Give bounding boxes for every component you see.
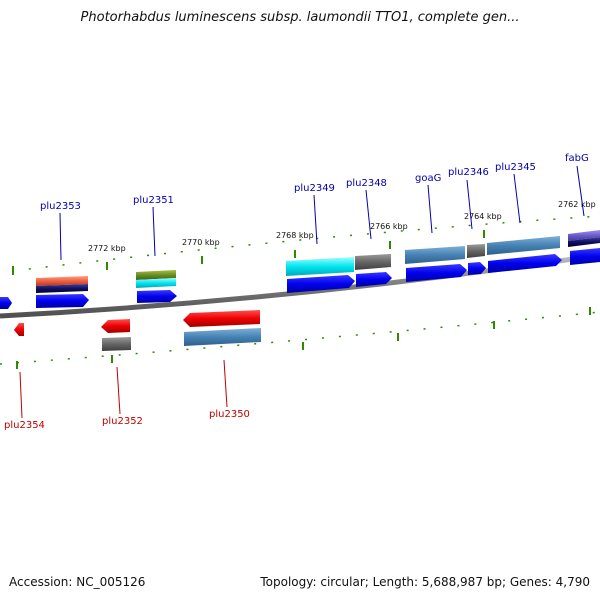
gene-label-plu2345[interactable]: plu2345 <box>495 162 536 173</box>
scale-label-2764: 2764 kbp <box>464 212 502 221</box>
cds-arrow-reverse <box>101 319 130 333</box>
cds-arrow-reverse <box>183 310 260 327</box>
accession-label: Accession: NC_005126 <box>9 575 146 589</box>
cds-arrow-forward <box>287 275 355 293</box>
gene-label-plu2350[interactable]: plu2350 <box>209 409 250 420</box>
gene-label-plu2352[interactable]: plu2352 <box>102 416 143 427</box>
leader-line <box>152 206 156 257</box>
leader-line <box>116 366 121 415</box>
leader-line <box>365 189 372 240</box>
inner-tick-track <box>0 311 600 365</box>
leader-line <box>513 173 521 224</box>
feature-bar <box>568 237 600 247</box>
gene-label-plu2354[interactable]: plu2354 <box>4 420 45 431</box>
cds-arrow-forward <box>36 294 89 308</box>
feature-bar <box>136 278 176 288</box>
cds-arrow-forward <box>570 248 600 265</box>
gene-label-plu2349[interactable]: plu2349 <box>294 183 335 194</box>
feature-bar <box>184 328 261 346</box>
cds-arrow-forward <box>356 272 392 287</box>
cds-arrow-forward <box>137 290 177 303</box>
leader-line <box>59 212 62 261</box>
feature-bar <box>102 337 131 351</box>
leader-line <box>223 359 228 408</box>
gene-label-goaG[interactable]: goaG <box>415 173 441 184</box>
gene-label-fabG[interactable]: fabG <box>565 153 589 164</box>
leader-line <box>313 194 318 245</box>
scale-label-2770: 2770 kbp <box>182 238 220 247</box>
feature-bar <box>467 244 485 258</box>
gene-label-plu2353[interactable]: plu2353 <box>40 201 81 212</box>
feature-bar <box>405 246 465 264</box>
scale-label-2762: 2762 kbp <box>558 200 596 209</box>
feature-bar <box>568 230 600 241</box>
feature-bar <box>36 276 88 286</box>
cds-arrow-forward <box>406 264 467 282</box>
feature-bar <box>286 257 354 276</box>
feature-bar <box>36 284 88 293</box>
map-title: Photorhabdus luminescens subsp. laumondi… <box>80 10 520 25</box>
scale-label-2768: 2768 kbp <box>276 231 314 240</box>
feature-bar <box>136 270 176 280</box>
gene-label-plu2346[interactable]: plu2346 <box>448 167 489 178</box>
feature-bar <box>487 236 560 255</box>
scale-label-2766: 2766 kbp <box>370 222 408 231</box>
leader-line <box>19 371 23 419</box>
cds-arrow-forward <box>0 297 12 309</box>
leader-line <box>427 184 433 234</box>
leader-line <box>466 179 473 230</box>
cds-arrow-forward <box>468 262 486 275</box>
gene-label-plu2348[interactable]: plu2348 <box>346 178 387 189</box>
feature-bar <box>355 254 391 270</box>
gene-label-plu2351[interactable]: plu2351 <box>133 195 174 206</box>
genome-stats-label: Topology: circular; Length: 5,688,987 bp… <box>260 575 590 589</box>
cds-arrow-reverse <box>14 323 24 336</box>
scale-label-2772: 2772 kbp <box>88 244 126 253</box>
leader-line <box>576 165 585 217</box>
cds-arrow-forward <box>488 254 562 273</box>
